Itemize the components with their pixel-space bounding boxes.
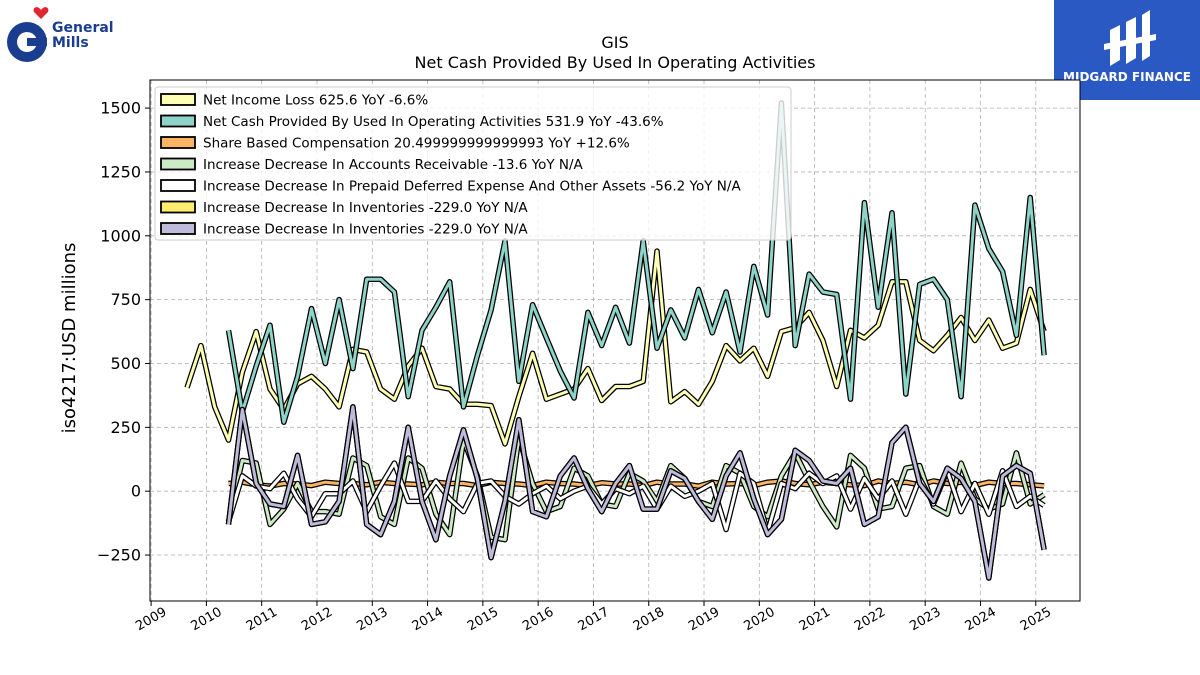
x-tick-label: 2012 <box>299 605 335 635</box>
x-tick-label: 2019 <box>686 605 722 635</box>
series-stroke <box>227 405 1046 580</box>
series-stroke <box>185 249 1046 446</box>
legend-swatch <box>160 93 196 106</box>
legend-box <box>154 86 792 241</box>
legend-label: Net Cash Provided By Used In Operating A… <box>203 114 664 130</box>
y-axis: −250 0 250 500 750 1000 1250 1500 <box>97 99 150 565</box>
logo-right-text: MIDGARD FINANCE <box>1063 70 1191 84</box>
plot-frame <box>149 79 1081 602</box>
legend-swatch <box>160 136 196 149</box>
logo-left-line2: Mills <box>52 35 89 51</box>
legend-label: Increase Decrease In Inventories -229.0 … <box>203 200 528 216</box>
y-tick-label: 500 <box>110 354 141 373</box>
x-tick-label: 2017 <box>576 605 612 635</box>
x-tick-label: 2009 <box>133 605 169 635</box>
x-tick-label: 2024 <box>963 605 999 635</box>
series-stroke <box>227 436 1045 542</box>
x-tick-label: 2015 <box>465 605 501 635</box>
x-tick-label: 2018 <box>631 605 667 635</box>
legend-label: Net Income Loss 625.6 YoY -6.6% <box>203 93 428 109</box>
x-tick-label: 2011 <box>244 605 280 635</box>
y-axis-label: iso4217:USD millions <box>59 243 80 434</box>
legend-swatch <box>160 157 196 171</box>
legend-swatch <box>160 200 196 214</box>
x-tick-label: 2022 <box>852 605 888 635</box>
y-tick-label: 250 <box>110 418 141 437</box>
heart-icon <box>33 7 49 20</box>
y-tick-label: 750 <box>110 290 141 309</box>
series-stroke <box>227 101 1046 424</box>
legend-label: Increase Decrease In Prepaid Deferred Ex… <box>203 179 741 195</box>
series-line-0 <box>184 248 1047 447</box>
legend-label: Increase Decrease In Accounts Receivable… <box>203 157 584 173</box>
chart-title: GIS <box>601 33 628 52</box>
x-tick-label: 2016 <box>520 605 556 635</box>
x-tick-label: 2025 <box>1018 605 1054 635</box>
series-line-3 <box>225 434 1046 543</box>
x-tick-label: 2013 <box>354 605 390 635</box>
logo-g-bar <box>27 38 47 46</box>
legend-swatch <box>160 222 196 235</box>
legend-swatch <box>160 179 196 192</box>
y-tick-label: −250 <box>97 546 141 565</box>
chart-subtitle: Net Cash Provided By Used In Operating A… <box>415 53 816 72</box>
y-tick-label: 1500 <box>100 99 141 118</box>
logo-left-line1: General <box>52 20 114 36</box>
x-tick-label: 2023 <box>907 605 943 635</box>
x-tick-label: 2020 <box>741 605 777 635</box>
x-tick-label: 2014 <box>410 605 446 635</box>
series-line-1 <box>225 100 1047 425</box>
series-group <box>184 100 1047 581</box>
legend-swatch <box>160 114 196 128</box>
general-mills-logo: General Mills <box>7 7 114 62</box>
x-tick-label: 2010 <box>189 605 225 635</box>
y-tick-label: 1000 <box>100 226 141 245</box>
legend-label: Increase Decrease In Inventories -229.0 … <box>203 222 528 238</box>
y-tick-label: 0 <box>131 482 141 501</box>
y-tick-label: 1250 <box>100 162 141 181</box>
x-axis: 2009 2010 2011 2012 2013 2014 2015 2016 2017 2018… <box>133 601 1054 634</box>
legend: Net Income Loss 625.6 YoY -6.6% Net Cash … <box>154 86 792 241</box>
legend-label: Share Based Compensation 20.499999999999… <box>203 136 630 152</box>
series-line-6 <box>225 404 1047 581</box>
midgard-mark-icon <box>1104 10 1156 66</box>
x-tick-label: 2021 <box>797 605 833 635</box>
